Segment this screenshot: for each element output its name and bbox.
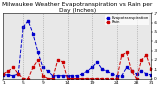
Evapotranspiration [3, 74, 4, 75]
Rain [136, 78, 137, 79]
Evapotranspiration [86, 71, 88, 72]
Evapotranspiration [67, 75, 68, 76]
Rain [7, 71, 9, 72]
Rain [32, 67, 34, 68]
Rain [67, 78, 68, 79]
Evapotranspiration [150, 74, 152, 75]
Evapotranspiration [140, 71, 142, 72]
Rain [126, 52, 128, 53]
Rain [145, 55, 147, 56]
Title: Milwaukee Weather Evapotranspiration vs Rain per Day (Inches): Milwaukee Weather Evapotranspiration vs … [2, 2, 153, 13]
Evapotranspiration [37, 52, 39, 53]
Rain [131, 71, 132, 72]
Rain [121, 55, 123, 56]
Legend: Evapotranspiration, Rain: Evapotranspiration, Rain [105, 15, 149, 25]
Rain [106, 78, 108, 79]
Rain [86, 78, 88, 79]
Rain [101, 78, 103, 79]
Rain [22, 78, 24, 79]
Evapotranspiration [12, 75, 14, 76]
Rain [116, 78, 118, 79]
Rain [76, 78, 78, 79]
Evapotranspiration [57, 75, 59, 76]
Evapotranspiration [96, 61, 98, 62]
Evapotranspiration [27, 20, 29, 21]
Rain [91, 78, 93, 79]
Evapotranspiration [32, 33, 34, 34]
Rain [140, 59, 142, 60]
Rain [150, 69, 152, 70]
Evapotranspiration [145, 73, 147, 74]
Evapotranspiration [42, 67, 44, 68]
Rain [81, 78, 83, 79]
Rain [52, 78, 54, 79]
Evapotranspiration [91, 67, 93, 68]
Evapotranspiration [52, 75, 54, 76]
Rain [37, 59, 39, 60]
Rain [57, 59, 59, 60]
Line: Rain: Rain [2, 51, 152, 80]
Line: Evapotranspiration: Evapotranspiration [2, 20, 152, 77]
Evapotranspiration [101, 69, 103, 70]
Rain [72, 78, 73, 79]
Evapotranspiration [121, 75, 123, 76]
Rain [47, 78, 49, 79]
Rain [3, 73, 4, 74]
Rain [27, 78, 29, 79]
Evapotranspiration [106, 71, 108, 72]
Evapotranspiration [62, 75, 64, 76]
Evapotranspiration [126, 67, 128, 68]
Evapotranspiration [81, 73, 83, 74]
Rain [42, 75, 44, 76]
Evapotranspiration [72, 75, 73, 76]
Rain [17, 73, 19, 74]
Rain [12, 67, 14, 68]
Evapotranspiration [76, 75, 78, 76]
Evapotranspiration [131, 71, 132, 72]
Evapotranspiration [22, 27, 24, 28]
Evapotranspiration [116, 75, 118, 76]
Evapotranspiration [136, 73, 137, 74]
Evapotranspiration [7, 74, 9, 75]
Evapotranspiration [17, 73, 19, 74]
Rain [62, 61, 64, 62]
Rain [111, 78, 113, 79]
Evapotranspiration [47, 71, 49, 72]
Evapotranspiration [111, 73, 113, 74]
Rain [96, 78, 98, 79]
